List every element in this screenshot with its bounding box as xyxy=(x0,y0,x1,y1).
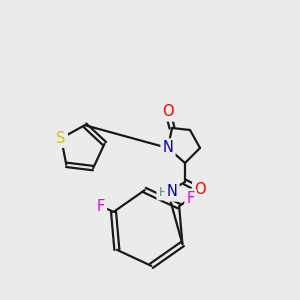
Text: O: O xyxy=(194,182,206,197)
Text: S: S xyxy=(56,131,66,146)
Text: H: H xyxy=(158,185,168,199)
Text: F: F xyxy=(187,191,195,206)
Text: F: F xyxy=(97,199,105,214)
Text: N: N xyxy=(167,184,177,200)
Text: N: N xyxy=(163,140,173,155)
Text: O: O xyxy=(162,104,174,119)
